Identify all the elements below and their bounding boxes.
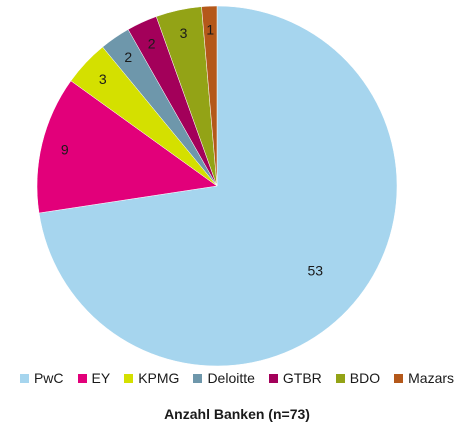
data-label-bdo: 3 <box>180 25 188 41</box>
legend-label: KPMG <box>138 370 180 386</box>
pie-plot-area: 53 9 3 22 3 1 <box>36 5 398 367</box>
pie-slice-mazars <box>201 5 218 187</box>
legend-label: Mazars <box>408 370 455 386</box>
legend-swatch <box>268 373 278 383</box>
data-label-kpmg: 3 <box>99 71 107 87</box>
legend-item-kpmg: KPMG <box>124 370 179 386</box>
legend-label: PwC <box>33 370 64 386</box>
legend-swatch <box>77 373 87 383</box>
legend-item-deloitte: Deloitte <box>193 370 255 386</box>
legend-item-gtbr: GTBR <box>268 370 322 386</box>
legend-item-bdo: BDO <box>335 370 381 386</box>
legend-swatch <box>19 373 29 383</box>
legend: PwC EY KPMG Deloitte GTBR BDO Mazars <box>0 370 474 386</box>
legend-swatch <box>335 373 345 383</box>
legend-label: GTBR <box>282 370 322 386</box>
legend-label: EY <box>91 370 111 386</box>
legend-item-pwc: PwC <box>19 370 64 386</box>
legend-swatch <box>394 373 404 383</box>
legend-label: Deloitte <box>207 370 255 386</box>
legend-item-ey: EY <box>77 370 111 386</box>
chart-title: Anzahl Banken (n=73) <box>164 406 310 422</box>
data-label-gtbr: 2 <box>148 36 156 52</box>
legend-swatch <box>124 373 134 383</box>
legend-swatch <box>193 373 203 383</box>
legend-item-mazars: Mazars <box>394 370 454 386</box>
pie-slice-ey <box>36 80 218 214</box>
data-label-deloitte: 2 <box>124 49 132 65</box>
data-label-pwc: 53 <box>307 262 323 278</box>
data-label-ey: 9 <box>61 141 69 157</box>
legend-label: BDO <box>349 370 381 386</box>
data-label-mazars: 1 <box>206 22 214 38</box>
pie-slice-pwc <box>38 5 398 367</box>
